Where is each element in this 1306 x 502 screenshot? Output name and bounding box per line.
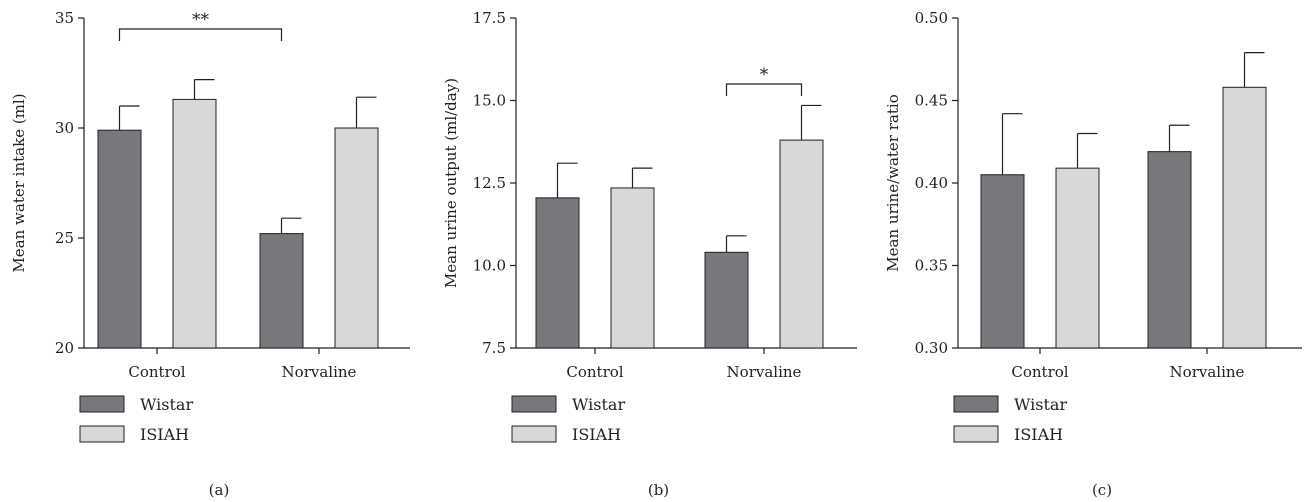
bar-isiah-norvaline [1222, 86, 1267, 349]
y-axis-label: Mean urine output (ml/day) [442, 78, 460, 288]
y-tick-label: 7.5 [482, 339, 506, 357]
bar-isiah-control [610, 187, 655, 349]
chart-panel-1: Mean water intake (ml) 20 25 30 35 Control Nor… [10, 9, 410, 499]
legend-label-isiah: ISIAH [572, 425, 621, 444]
y-axis-label: Mean urine/water ratio [884, 94, 902, 271]
legend-swatch-wistar [953, 395, 999, 413]
y-tick-label: 0.35 [915, 257, 948, 275]
y-tick-label: 17.5 [473, 9, 506, 27]
bar-wistar-norvaline [1147, 151, 1192, 349]
panel-label: (c) [1092, 481, 1112, 499]
legend-label-wistar: Wistar [572, 395, 625, 414]
y-axis-label: Mean water intake (ml) [10, 93, 28, 272]
chart-panel-2: Mean urine output (ml/day) 7.5 10.0 12.5 15.… [442, 9, 857, 499]
significance-bracket [118, 28, 283, 41]
x-tick-label: Control [1011, 363, 1068, 381]
x-tick-label: Control [128, 363, 185, 381]
x-tick-label: Control [566, 363, 623, 381]
y-tick-label: 0.50 [915, 9, 948, 27]
significance-bracket [725, 83, 803, 96]
bar-isiah-norvaline [334, 127, 379, 349]
y-tick-label: 30 [55, 119, 74, 137]
bar-wistar-control [980, 174, 1025, 349]
legend-swatch-wistar [511, 395, 557, 413]
y-tick-label: 0.30 [915, 339, 948, 357]
bar-isiah-norvaline [779, 139, 824, 349]
legend-label-isiah: ISIAH [1014, 425, 1063, 444]
y-tick-label: 15.0 [473, 92, 506, 110]
y-tick-label: 12.5 [473, 174, 506, 192]
significance-label: ** [192, 10, 210, 30]
legend-swatch-isiah [79, 425, 125, 443]
legend-label-wistar: Wistar [1014, 395, 1067, 414]
legend-label-isiah: ISIAH [140, 425, 189, 444]
x-tick-label: Norvaline [1170, 363, 1245, 381]
chart-panel-3: Mean urine/water ratio 0.30 0.35 0.40 0.45 0.… [884, 9, 1302, 499]
legend-swatch-isiah [953, 425, 999, 443]
y-tick-label: 20 [55, 339, 74, 357]
legend-swatch-wistar [79, 395, 125, 413]
bar-wistar-control [535, 197, 580, 349]
legend-swatch-isiah [511, 425, 557, 443]
x-tick-label: Norvaline [727, 363, 802, 381]
y-tick-label: 35 [55, 9, 74, 27]
bar-isiah-control [1055, 167, 1100, 349]
bar-wistar-norvaline [259, 233, 304, 349]
y-tick-label: 0.40 [915, 174, 948, 192]
y-tick-label: 0.45 [915, 92, 948, 110]
bar-isiah-control [172, 98, 217, 349]
significance-label: * [760, 65, 769, 85]
bar-wistar-control [97, 129, 142, 349]
y-tick-label: 10.0 [473, 257, 506, 275]
panel-label: (b) [648, 481, 669, 499]
x-tick-label: Norvaline [282, 363, 357, 381]
y-tick-label: 25 [55, 229, 74, 247]
panel-label: (a) [209, 481, 230, 499]
bar-wistar-norvaline [704, 251, 749, 349]
legend-label-wistar: Wistar [140, 395, 193, 414]
